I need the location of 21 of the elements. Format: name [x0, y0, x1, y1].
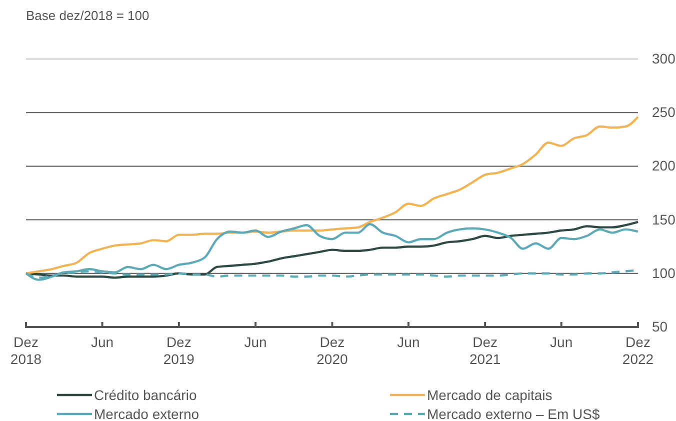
y-tick-label: 300 — [652, 50, 676, 66]
x-tick-label: Dez 2020 — [316, 334, 348, 367]
legend-label: Mercado externo — [94, 406, 200, 421]
y-tick-label: 250 — [652, 104, 676, 120]
x-tick-label: Jun — [244, 334, 267, 350]
legend-label: Mercado externo – Em US$ — [427, 406, 600, 421]
legend-label: Mercado de capitais — [427, 387, 552, 403]
x-tick-label: Dez 2022 — [622, 334, 654, 367]
x-tick-label: Jun — [550, 334, 573, 350]
x-tick-label: Dez 2019 — [163, 334, 195, 367]
legend-label: Crédito bancário — [94, 387, 197, 403]
x-tick-label: Jun — [90, 334, 114, 350]
y-tick-label: 50 — [652, 318, 668, 334]
y-tick-label: 200 — [652, 158, 676, 174]
y-tick-label: 150 — [652, 211, 676, 228]
x-tick-label: Dez 2018 — [10, 334, 42, 367]
x-tick-label: Dez 2021 — [470, 334, 501, 367]
x-tick-label: Jun — [397, 334, 420, 350]
y-axis-title: Base dez/2018 = 100 — [26, 8, 150, 23]
line-series — [24, 116, 640, 274]
y-tick-label: 100 — [652, 264, 676, 281]
